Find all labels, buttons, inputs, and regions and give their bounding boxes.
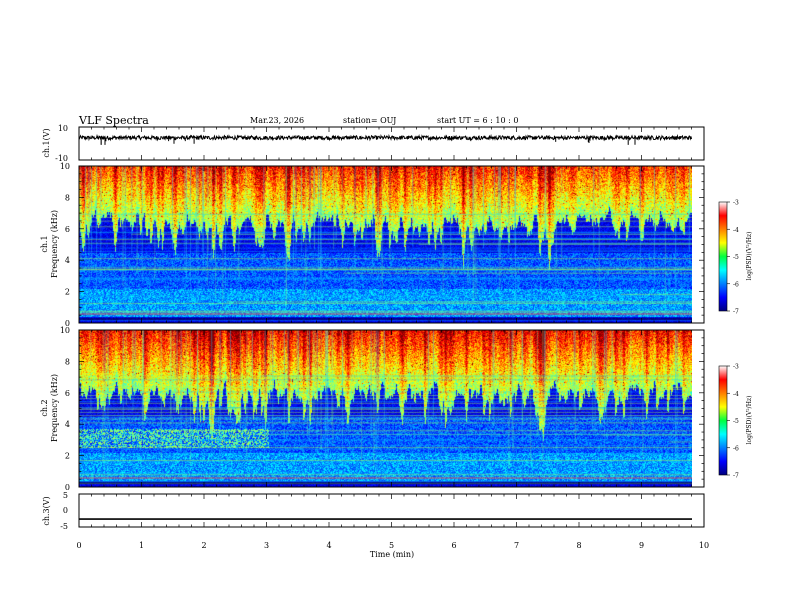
station-label: station= OUJ — [343, 116, 396, 125]
ch1-spectrogram-image — [79, 166, 692, 323]
y-tick-label: 2 — [65, 288, 70, 297]
ch3-waveform-frame — [78, 493, 705, 528]
y-tick-label: 10 — [60, 162, 70, 171]
y-tick-label: 4 — [65, 256, 70, 265]
colorbar-tick-label: -7 — [733, 309, 739, 316]
x-axis-tick-labels: 0 1 2 3 4 5 6 7 8 9 10 — [76, 541, 709, 550]
x-tick-label: 5 — [389, 541, 394, 550]
colorbar-tick-label: -7 — [733, 473, 739, 480]
ch1-spectrogram-image-wrap — [79, 166, 692, 323]
x-tick-label: 0 — [76, 541, 81, 550]
ch1-spectrogram-ylabel-line1: ch.1 — [40, 235, 49, 252]
x-tick-label: 2 — [201, 541, 206, 550]
y-tick-label: 6 — [65, 389, 70, 398]
ch1-spectrogram-panel: 0 2 4 6 8 10 ch.1 Frequency (kHz) — [40, 162, 705, 328]
y-tick-label: 2 — [65, 452, 70, 461]
x-tick-label: 9 — [639, 541, 644, 550]
ch1-colorbar-scale — [718, 201, 728, 312]
y-tick-label: 10 — [60, 326, 70, 335]
colorbar-tick-label: -6 — [733, 445, 739, 452]
y-tick-label: 6 — [65, 225, 70, 234]
ch1-waveform-panel: 10 -10 ch.1(V) — [42, 124, 705, 163]
ch1-colorbar-label: log(PSD)(V²/Hz) — [746, 232, 753, 281]
ch2-spectrogram-ylabel-line1: ch.2 — [40, 399, 49, 416]
ch1-colorbar: -3 -4 -5 -6 -7 log(PSD)(V²/Hz) — [718, 200, 753, 316]
figure-title: VLF Spectra — [78, 114, 149, 127]
x-tick-label: 8 — [576, 541, 581, 550]
x-axis-label: Time (min) — [370, 550, 414, 559]
ch3-waveform-ylabel: ch.3(V) — [42, 496, 51, 525]
ch2-spectrogram-image-wrap — [79, 330, 692, 487]
y-tick-label: 0 — [65, 483, 70, 492]
date-label: Mar.23, 2026 — [250, 116, 304, 125]
colorbar-tick-label: -4 — [733, 227, 739, 234]
colorbar-tick-label: -3 — [733, 364, 739, 371]
ch1-ytick-top: 10 — [58, 124, 68, 133]
colorbar-tick-label: -5 — [733, 254, 739, 261]
ch3-ytick-bottom: -5 — [60, 522, 68, 531]
x-tick-label: 10 — [699, 541, 709, 550]
x-tick-label: 1 — [139, 541, 144, 550]
ch1-waveform-frame — [78, 126, 705, 161]
colorbar-tick-label: -6 — [733, 281, 739, 288]
ch2-spectrogram-ylabel-line2: Frequency (kHz) — [50, 374, 59, 442]
x-axis-ticks — [78, 127, 705, 527]
ch3-ytick-mid: 0 — [63, 506, 68, 515]
colorbar-tick-label: -3 — [733, 200, 739, 207]
ch2-spectrogram-panel: 0 2 4 6 8 10 ch.2 Frequency (kHz) — [40, 326, 705, 492]
y-tick-label: 8 — [65, 357, 70, 366]
y-tick-label: 4 — [65, 420, 70, 429]
ch2-colorbar-scale — [718, 365, 728, 476]
ch1-spectrogram-ylabel-line2: Frequency (kHz) — [50, 210, 59, 278]
start-time-label: start UT = 6 : 10 : 0 — [437, 116, 518, 125]
ch1-waveform-trace — [78, 133, 692, 145]
ch1-ytick-bottom: -10 — [55, 154, 68, 163]
ch1-waveform-ylabel: ch.1(V) — [42, 128, 51, 157]
colorbar-tick-label: -4 — [733, 391, 739, 398]
ch3-waveform-panel: 5 0 -5 ch.3(V) — [42, 491, 705, 531]
ch3-ytick-top: 5 — [63, 491, 68, 500]
x-tick-label: 7 — [514, 541, 519, 550]
y-tick-label: 0 — [65, 319, 70, 328]
x-tick-label: 6 — [451, 541, 456, 550]
ch2-colorbar: -3 -4 -5 -6 -7 log(PSD)(V²/Hz) — [718, 364, 753, 480]
y-tick-label: 8 — [65, 193, 70, 202]
ch2-colorbar-label: log(PSD)(V²/Hz) — [746, 396, 753, 445]
x-tick-label: 4 — [326, 541, 331, 550]
ch2-spectrogram-image — [79, 330, 692, 487]
colorbar-tick-label: -5 — [733, 418, 739, 425]
x-tick-label: 3 — [264, 541, 269, 550]
